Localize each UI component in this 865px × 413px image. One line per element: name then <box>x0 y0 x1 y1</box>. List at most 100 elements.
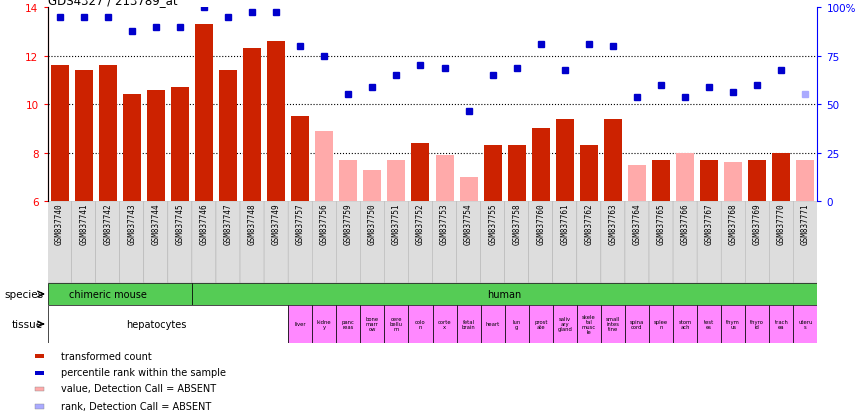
Text: bone
marr
ow: bone marr ow <box>366 317 379 332</box>
Bar <box>556 119 573 202</box>
Bar <box>74 71 93 202</box>
FancyBboxPatch shape <box>361 202 384 283</box>
Bar <box>388 160 406 202</box>
FancyBboxPatch shape <box>336 202 361 283</box>
Text: GSM837771: GSM837771 <box>801 203 810 244</box>
Bar <box>292 117 309 202</box>
FancyBboxPatch shape <box>288 202 312 283</box>
FancyBboxPatch shape <box>673 202 697 283</box>
FancyBboxPatch shape <box>769 202 793 283</box>
Text: GSM837760: GSM837760 <box>536 203 545 244</box>
Bar <box>361 305 384 343</box>
Text: GSM837746: GSM837746 <box>200 203 208 244</box>
FancyBboxPatch shape <box>432 202 457 283</box>
FancyBboxPatch shape <box>721 202 746 283</box>
Bar <box>793 305 817 343</box>
Bar <box>99 66 117 202</box>
Text: uteru
s: uteru s <box>798 319 812 329</box>
FancyBboxPatch shape <box>72 202 96 283</box>
Text: human: human <box>488 289 522 299</box>
Text: kidne
y: kidne y <box>317 319 331 329</box>
FancyBboxPatch shape <box>481 202 504 283</box>
Bar <box>267 42 285 202</box>
Text: GSM837747: GSM837747 <box>223 203 233 244</box>
Bar <box>481 305 504 343</box>
Text: GSM837752: GSM837752 <box>416 203 425 244</box>
Bar <box>50 66 68 202</box>
Text: GSM837757: GSM837757 <box>296 203 304 244</box>
Text: trach
ea: trach ea <box>774 319 788 329</box>
Bar <box>336 305 361 343</box>
Bar <box>746 305 769 343</box>
Text: GSM837748: GSM837748 <box>247 203 257 244</box>
FancyBboxPatch shape <box>144 202 168 283</box>
Bar <box>171 88 189 202</box>
Text: GSM837754: GSM837754 <box>465 203 473 244</box>
Text: chimeric mouse: chimeric mouse <box>69 289 147 299</box>
Text: prost
ate: prost ate <box>534 319 548 329</box>
Text: transformed count: transformed count <box>61 351 151 361</box>
Text: liver: liver <box>294 322 306 327</box>
Text: GSM837755: GSM837755 <box>488 203 497 244</box>
Text: GSM837741: GSM837741 <box>80 203 88 244</box>
Bar <box>649 305 673 343</box>
Bar <box>628 165 646 202</box>
Text: GSM837763: GSM837763 <box>608 203 618 244</box>
Text: lun
g: lun g <box>513 319 521 329</box>
Bar <box>219 71 237 202</box>
Bar <box>192 283 817 305</box>
Text: small
intes
tine: small intes tine <box>606 317 620 332</box>
Text: GDS4327 / 213789_at: GDS4327 / 213789_at <box>48 0 177 7</box>
FancyBboxPatch shape <box>625 202 649 283</box>
Bar <box>435 156 453 202</box>
FancyBboxPatch shape <box>240 202 264 283</box>
Bar <box>312 305 336 343</box>
Text: splee
n: splee n <box>654 319 668 329</box>
Bar <box>676 153 694 202</box>
Bar <box>459 177 477 202</box>
Bar <box>408 305 432 343</box>
FancyBboxPatch shape <box>408 202 432 283</box>
Bar <box>625 305 649 343</box>
Text: species: species <box>4 289 43 299</box>
Text: GSM837764: GSM837764 <box>632 203 642 244</box>
Text: GSM837761: GSM837761 <box>561 203 569 244</box>
Bar <box>697 305 721 343</box>
Text: percentile rank within the sample: percentile rank within the sample <box>61 368 226 377</box>
Text: GSM837765: GSM837765 <box>657 203 665 244</box>
Text: GSM837745: GSM837745 <box>176 203 184 244</box>
FancyBboxPatch shape <box>457 202 481 283</box>
Bar <box>797 160 815 202</box>
Text: GSM837743: GSM837743 <box>127 203 137 244</box>
Text: saliv
ary
gland: saliv ary gland <box>557 317 573 332</box>
FancyBboxPatch shape <box>793 202 817 283</box>
Bar <box>700 160 718 202</box>
Bar <box>315 131 333 202</box>
Bar <box>577 305 601 343</box>
Text: GSM837767: GSM837767 <box>705 203 714 244</box>
Bar <box>580 146 598 202</box>
Bar <box>748 160 766 202</box>
FancyBboxPatch shape <box>216 202 240 283</box>
Bar <box>673 305 697 343</box>
Bar <box>195 25 213 202</box>
Text: rank, Detection Call = ABSENT: rank, Detection Call = ABSENT <box>61 401 211 411</box>
FancyBboxPatch shape <box>96 202 119 283</box>
FancyBboxPatch shape <box>264 202 288 283</box>
Bar <box>243 49 261 202</box>
FancyBboxPatch shape <box>48 202 72 283</box>
FancyBboxPatch shape <box>192 202 216 283</box>
Text: GSM837750: GSM837750 <box>368 203 377 244</box>
Bar <box>35 371 44 375</box>
Bar <box>484 146 502 202</box>
FancyBboxPatch shape <box>312 202 336 283</box>
Bar <box>504 305 529 343</box>
Text: thyro
id: thyro id <box>750 319 764 329</box>
Text: GSM837742: GSM837742 <box>103 203 112 244</box>
Text: GSM837762: GSM837762 <box>585 203 593 244</box>
Text: spina
cord: spina cord <box>630 319 644 329</box>
Bar <box>553 305 577 343</box>
Bar <box>123 95 141 202</box>
Text: test
es: test es <box>704 319 714 329</box>
Text: value, Detection Call = ABSENT: value, Detection Call = ABSENT <box>61 384 215 394</box>
